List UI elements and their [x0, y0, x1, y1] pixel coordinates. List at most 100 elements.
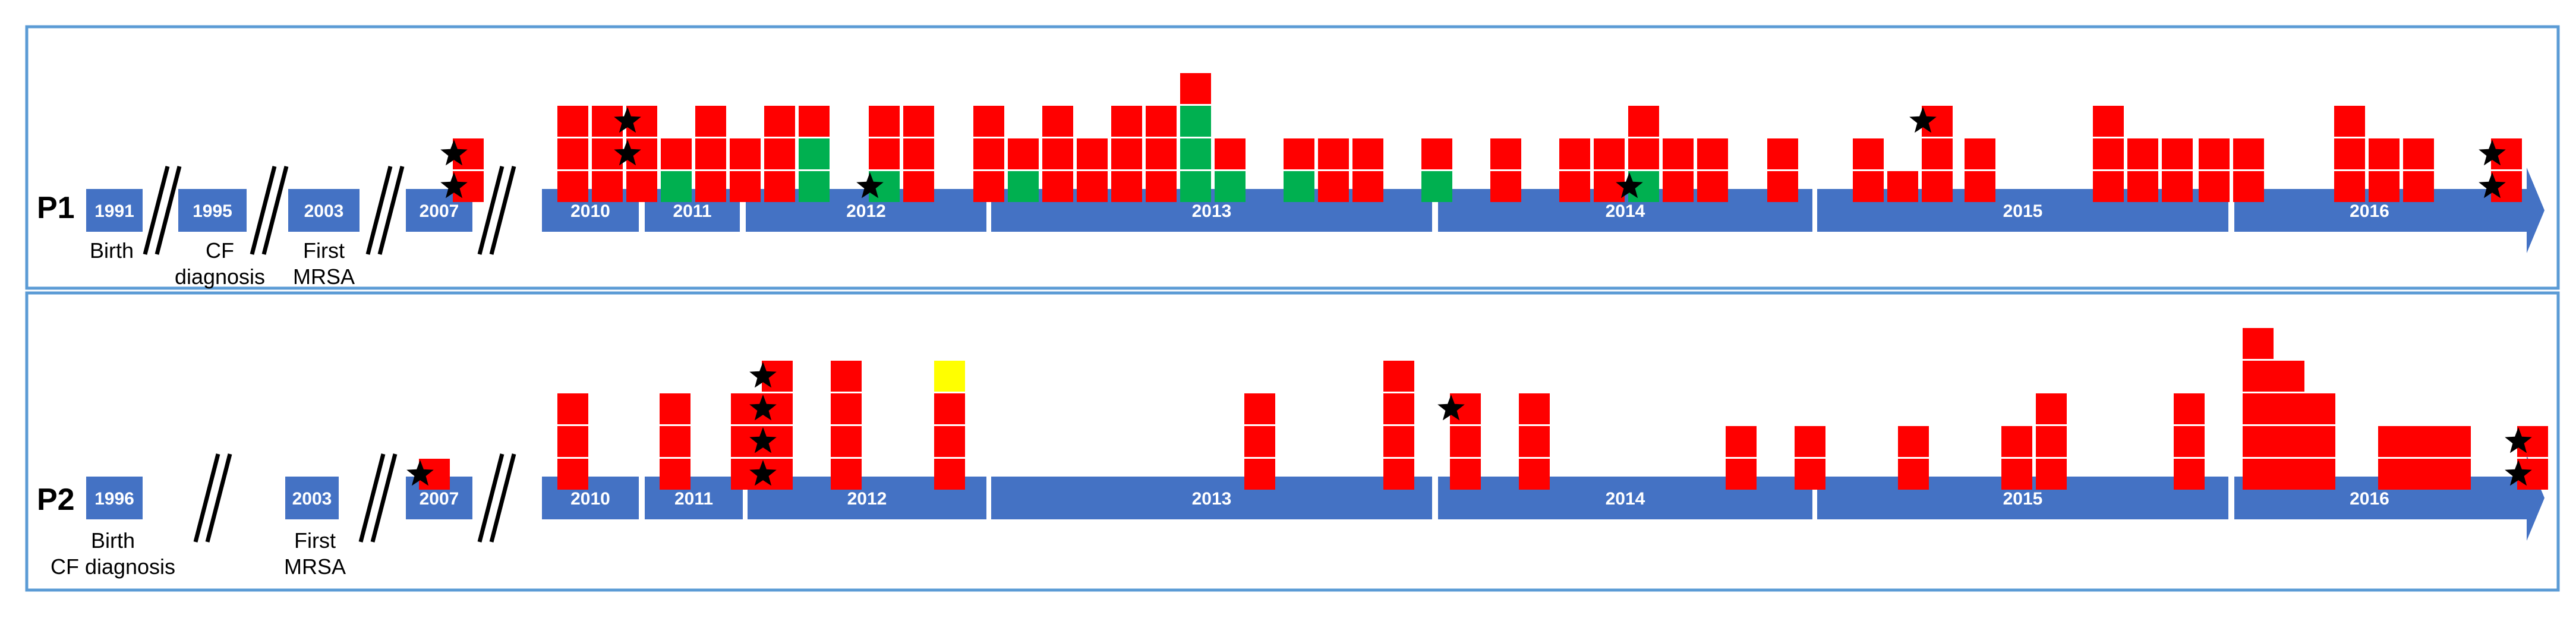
break-slash: [477, 166, 505, 255]
red-sample-square: [973, 138, 1004, 169]
red-sample-square: [1146, 106, 1177, 137]
red-sample-square: [660, 426, 690, 457]
year-label: 2010: [570, 201, 610, 221]
sample-column: [2274, 361, 2304, 490]
break-marker: [477, 453, 516, 543]
year-label: 2007: [420, 489, 459, 509]
red-sample-square: [2233, 171, 2264, 202]
sample-column: [903, 106, 934, 202]
green-sample-square: [1008, 171, 1039, 202]
red-sample-square: [973, 171, 1004, 202]
red-sample-square: [1421, 138, 1452, 169]
sample-column: [2378, 426, 2409, 490]
red-sample-square: [1180, 73, 1211, 104]
sample-column: [557, 106, 588, 202]
green-sample-square: [661, 171, 692, 202]
red-sample-square: [1244, 393, 1275, 424]
sample-column: [1887, 171, 1918, 202]
sample-columns: [406, 328, 2548, 490]
red-sample-square: [695, 138, 726, 169]
red-sample-square: [557, 426, 588, 457]
event-note: CF diagnosis: [175, 238, 265, 289]
break-marker: [193, 453, 232, 543]
red-sample-square: [1767, 171, 1798, 202]
red-sample-square: [730, 171, 761, 202]
red-sample-square: [592, 138, 623, 169]
year-label: 2003: [304, 201, 344, 221]
star-marker: [1909, 107, 1937, 133]
red-sample-square: [557, 138, 588, 169]
sample-column: [1965, 138, 1995, 202]
break-slash: [358, 453, 386, 543]
sample-column: [2440, 426, 2471, 490]
sample-column: [1352, 138, 1383, 202]
red-sample-square: [1352, 138, 1383, 169]
sample-column: [2479, 138, 2522, 202]
red-sample-square: [557, 171, 588, 202]
red-sample-square: [1795, 459, 1825, 490]
red-sample-square: [2174, 459, 2205, 490]
year-label: 1991: [94, 201, 134, 221]
pre-year-segment: [285, 477, 339, 519]
break-slash: [261, 166, 289, 255]
red-sample-square: [2243, 426, 2274, 457]
red-sample-square: [2233, 138, 2264, 169]
patient-label: P2: [37, 483, 75, 517]
timeline-axis: 1991 1995 2003 2007 2010 2011 2012 2013 2014 2015…: [86, 166, 2545, 255]
break-marker: [143, 166, 182, 255]
sample-column: [1594, 138, 1625, 202]
sample-column: [1795, 426, 1825, 490]
year-label: 2011: [674, 489, 713, 509]
green-sample-square: [799, 171, 830, 202]
red-sample-square: [1111, 171, 1142, 202]
red-sample-square: [1244, 459, 1275, 490]
star-marker: [749, 395, 777, 421]
red-sample-square: [1146, 171, 1177, 202]
sample-column: [1042, 106, 1073, 202]
red-sample-square: [2334, 106, 2365, 137]
sample-column: [1077, 138, 1108, 202]
red-sample-square: [1559, 138, 1590, 169]
event-note: First MRSA: [284, 528, 346, 579]
year-label: 2016: [2350, 489, 2389, 509]
red-sample-square: [869, 138, 900, 169]
star-marker: [2479, 140, 2506, 166]
red-sample-square: [592, 171, 623, 202]
sample-column: [1616, 106, 1659, 202]
sample-column: [1383, 361, 1414, 490]
sample-column: [2243, 328, 2274, 490]
red-sample-square: [1887, 171, 1918, 202]
event-note-line: diagnosis: [175, 264, 265, 289]
sample-column: [1111, 106, 1142, 202]
event-note-line: MRSA: [284, 554, 346, 579]
red-sample-square: [1490, 171, 1521, 202]
sample-columns: [440, 73, 2522, 202]
sample-column: [1519, 393, 1550, 490]
sample-column: [2233, 138, 2264, 202]
red-sample-square: [2162, 171, 2193, 202]
red-sample-square: [1450, 459, 1481, 490]
sample-column: [2304, 393, 2335, 490]
red-sample-square: [1490, 138, 1521, 169]
sample-column: [2369, 138, 2400, 202]
red-sample-square: [903, 171, 934, 202]
sample-column: [1767, 138, 1798, 202]
red-sample-square: [764, 106, 795, 137]
year-label: 2014: [1606, 489, 1645, 509]
red-sample-square: [2093, 171, 2124, 202]
sample-column: [1697, 138, 1728, 202]
star-marker: [2505, 427, 2532, 453]
red-sample-square: [626, 171, 657, 202]
year-label: 2012: [846, 201, 886, 221]
sample-column: [1853, 138, 1884, 202]
year-label: 1995: [193, 201, 232, 221]
sample-column: [1284, 138, 1314, 202]
star-marker: [440, 140, 468, 166]
red-sample-square: [2199, 171, 2230, 202]
red-sample-square: [2127, 138, 2158, 169]
red-sample-square: [934, 459, 965, 490]
red-sample-square: [2001, 459, 2032, 490]
star-marker: [2505, 460, 2532, 486]
year-label: 2014: [1606, 201, 1645, 221]
star-marker: [2479, 172, 2506, 198]
